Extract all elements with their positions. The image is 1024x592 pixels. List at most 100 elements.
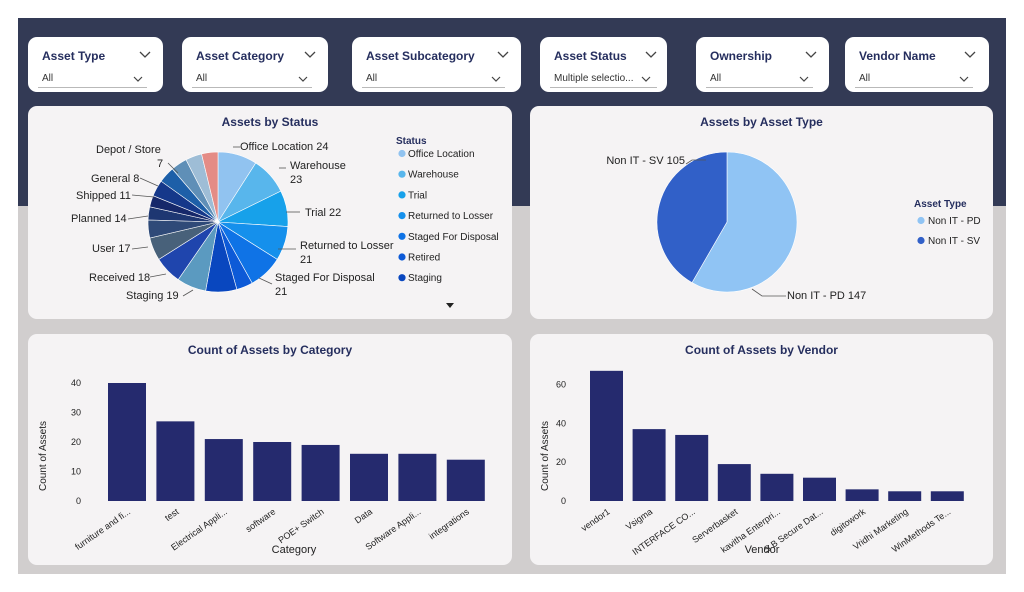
chart-title: Count of Assets by Vendor: [685, 343, 838, 357]
chevron-down-icon[interactable]: [489, 73, 503, 85]
x-tick-label: Data: [353, 506, 374, 525]
chevron-down-icon[interactable]: [639, 73, 653, 85]
y-tick-label: 0: [76, 496, 81, 506]
chevron-down-icon[interactable]: [296, 73, 310, 85]
bar[interactable]: [675, 434, 709, 501]
bar[interactable]: [301, 444, 340, 501]
x-tick-label: test: [163, 506, 181, 523]
slicer-dropdown[interactable]: All: [855, 71, 973, 88]
slicer-asset-status[interactable]: Asset Status Multiple selectio...: [540, 37, 667, 92]
bar[interactable]: [253, 442, 292, 501]
chevron-down-icon[interactable]: [961, 46, 979, 62]
bar[interactable]: [204, 439, 243, 501]
legend-item[interactable]: Staging: [408, 273, 442, 284]
slicer-title: Asset Subcategory: [366, 49, 475, 63]
x-tick-label: Vsigma: [624, 506, 654, 531]
legend-item[interactable]: Returned to Losser: [408, 211, 494, 222]
panel-assets-by-type: Assets by Asset Type Non IT - PD 147 Non …: [530, 106, 993, 319]
bar[interactable]: [845, 489, 879, 501]
leader-line: [131, 194, 155, 198]
pie-data-label: Office Location 24: [240, 141, 328, 153]
leader-line: [258, 277, 273, 285]
chevron-down-icon[interactable]: [642, 46, 660, 62]
legend-marker: [917, 236, 925, 245]
legend-title: Asset Type: [914, 199, 967, 210]
bar[interactable]: [398, 453, 437, 501]
slicer-title: Ownership: [710, 49, 773, 63]
chevron-down-icon[interactable]: [797, 73, 811, 85]
pie-data-label: Returned to Losser 21: [300, 240, 394, 266]
bar[interactable]: [350, 453, 388, 501]
legend-marker: [398, 191, 406, 199]
pie-data-label: Depot / Store 7: [96, 144, 163, 170]
legend-marker: [398, 212, 406, 220]
legend-title: Status: [396, 136, 427, 147]
legend-item[interactable]: Staged For Disposal: [408, 232, 499, 243]
slicer-value: All: [42, 73, 54, 84]
chevron-down-icon[interactable]: [131, 73, 145, 85]
slicer-dropdown[interactable]: All: [362, 71, 505, 88]
leader-line: [685, 159, 706, 165]
pie-data-label: Planned 14: [71, 213, 127, 225]
chart-title: Count of Assets by Category: [187, 343, 353, 357]
chevron-down-icon[interactable]: [136, 46, 154, 62]
legend-item[interactable]: Warehouse: [408, 170, 459, 181]
bar[interactable]: [760, 473, 794, 501]
legend-item[interactable]: Office Location: [408, 149, 475, 160]
chevron-down-icon[interactable]: [802, 46, 820, 62]
bar[interactable]: [108, 383, 146, 501]
slicer-dropdown[interactable]: Multiple selectio...: [550, 71, 657, 88]
bar[interactable]: [717, 464, 751, 501]
leader-line: [139, 177, 159, 187]
y-tick-label: 20: [556, 457, 566, 467]
leader-line: [149, 273, 167, 278]
pie-data-label: General 8: [91, 173, 139, 185]
pie-data-label: Shipped 11: [76, 190, 131, 202]
legend-item[interactable]: Trial: [408, 190, 427, 201]
legend-item[interactable]: Non IT - PD: [928, 216, 981, 227]
pie-data-label: Trial 22: [305, 207, 341, 219]
x-tick-label: software: [244, 506, 278, 534]
legend-item[interactable]: Retired: [408, 253, 440, 264]
leader-line: [167, 162, 179, 174]
slicer-dropdown[interactable]: All: [192, 71, 312, 88]
panel-assets-by-status: Assets by Status Office Location 24 Wareh…: [28, 106, 512, 319]
bar[interactable]: [156, 421, 195, 501]
y-axis-label: Count of Assets: [38, 421, 49, 491]
slicer-asset-subcategory[interactable]: Asset Subcategory All: [352, 37, 521, 92]
panel-assets-by-vendor: Count of Assets by Vendor Count of Asset…: [530, 334, 993, 565]
slicer-asset-type[interactable]: Asset Type All: [28, 37, 163, 92]
x-tick-label: digitowork: [828, 506, 867, 538]
bar[interactable]: [590, 370, 623, 501]
x-tick-label: POE+ Switch: [276, 506, 325, 545]
slicer-ownership[interactable]: Ownership All: [696, 37, 829, 92]
bar[interactable]: [888, 491, 922, 501]
pie-slice[interactable]: [656, 151, 728, 284]
pie-slice[interactable]: [691, 151, 798, 293]
legend-more-icon[interactable]: [446, 303, 454, 308]
bar[interactable]: [930, 491, 964, 501]
legend-marker: [917, 216, 925, 225]
pie-data-label: User 17: [92, 243, 131, 255]
pie-data-label: Received 18: [89, 272, 150, 284]
bar[interactable]: [446, 459, 485, 501]
legend-item[interactable]: Non IT - SV: [928, 236, 980, 247]
legend-marker: [398, 274, 406, 282]
slicer-dropdown[interactable]: All: [706, 71, 813, 88]
dashboard-canvas: Asset Type All Asset Category All Asset …: [18, 18, 1006, 574]
pie-slice[interactable]: [201, 151, 219, 223]
slicer-asset-category[interactable]: Asset Category All: [182, 37, 328, 92]
slicer-title: Asset Type: [42, 49, 106, 63]
slicer-vendor-name[interactable]: Vendor Name All: [845, 37, 989, 92]
chart-title: Assets by Status: [221, 115, 319, 129]
status-pie-chart: Office Location 24 Warehouse 23 Trial 22 Ret…: [71, 136, 499, 308]
chevron-down-icon[interactable]: [957, 73, 971, 85]
bar[interactable]: [803, 477, 836, 501]
chevron-down-icon[interactable]: [301, 46, 319, 62]
chevron-down-icon[interactable]: [494, 46, 512, 62]
slicer-value: Multiple selectio...: [554, 73, 634, 84]
slicer-value: All: [710, 73, 722, 84]
slicer-dropdown[interactable]: All: [38, 71, 147, 88]
leader-line: [127, 215, 149, 220]
bar[interactable]: [632, 429, 666, 501]
